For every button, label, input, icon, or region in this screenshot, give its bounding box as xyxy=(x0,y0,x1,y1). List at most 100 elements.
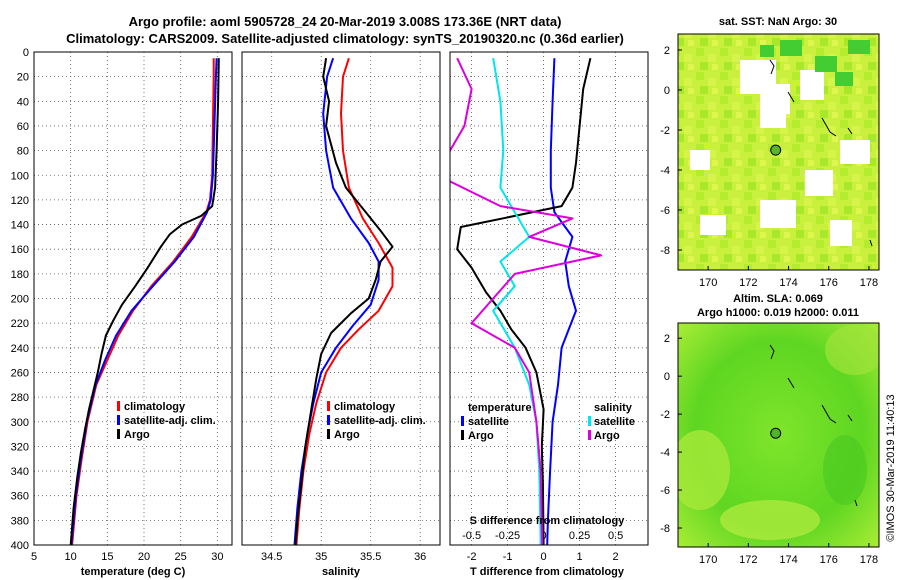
map-y-tick-label: -8 xyxy=(660,523,670,535)
map-x-tick-label: 172 xyxy=(739,277,757,289)
x-tick-label: 0 xyxy=(541,551,547,563)
salinity-axis-label: salinity xyxy=(322,566,361,578)
depth-tick-label: 200 xyxy=(11,294,29,306)
series-line-t-satellite xyxy=(546,58,577,545)
series-line-argo xyxy=(294,58,394,545)
sla-map-ticks: 170 172 174 176 178 2 0 -2 -4 -6 -8 xyxy=(660,333,878,566)
s-difference-tick-label: 0.25 xyxy=(569,530,590,542)
legend-label-t-argo: Argo xyxy=(468,430,494,442)
x-tick-label: 35 xyxy=(315,551,327,563)
map-x-tick-label: 176 xyxy=(820,554,838,566)
series-group xyxy=(293,57,394,545)
sst-argo-marker xyxy=(770,144,782,156)
depth-tick-label: 180 xyxy=(11,269,29,281)
depth-tick-label: 140 xyxy=(11,220,29,232)
series-line-climatology xyxy=(71,58,215,545)
depth-tick-label: 240 xyxy=(11,343,29,355)
map-x-tick-label: 172 xyxy=(739,554,757,566)
x-tick-label: 1 xyxy=(577,551,583,563)
s-difference-tick-label: 0.5 xyxy=(608,530,623,542)
map-x-tick-label: 174 xyxy=(779,554,797,566)
credit-text: ©IMOS 30-Mar-2019 11:40:13 xyxy=(885,394,897,541)
series-group xyxy=(69,58,220,545)
salinity-panel: 34.5 35 35.5 36 xyxy=(241,51,441,563)
legend-label-argo: Argo xyxy=(124,429,150,441)
legend-label-climatology: climatology xyxy=(334,401,396,413)
depth-tick-label: 340 xyxy=(11,466,29,478)
x-tick-label: 10 xyxy=(65,551,77,563)
x-tick-label: 34.5 xyxy=(261,551,282,563)
figure-title-line1: Argo profile: aoml 5905728_24 20-Mar-201… xyxy=(129,14,562,29)
legend-label-satellite: satellite-adj. clim. xyxy=(334,415,426,427)
map-y-tick-label: 0 xyxy=(664,371,670,383)
x-tick-label: 20 xyxy=(138,551,150,563)
difference-panel: -2 -1 0 1 2-0.5 -0.25 0 0.25 0.5 xyxy=(449,51,649,563)
x-tick-label: 15 xyxy=(101,551,113,563)
sla-map-title: Altim. SLA: 0.069 xyxy=(733,293,823,305)
salinity-legend: climatology satellite-adj. clim. Argo xyxy=(327,401,426,441)
map-x-tick-label: 170 xyxy=(699,277,717,289)
map-x-tick-label: 176 xyxy=(820,277,838,289)
temperature-panel: 0 20 40 60 80 100 120 140 160 180 200 220 240 260 280 3… xyxy=(11,47,233,563)
depth-tick-label: 20 xyxy=(17,72,29,84)
depth-tick-label: 260 xyxy=(11,367,29,379)
legend-swatch-climatology xyxy=(327,401,330,411)
sla-map-frame xyxy=(677,322,880,548)
legend-swatch-satellite xyxy=(327,415,330,425)
series-line-satellite-adj-clim- xyxy=(70,58,218,545)
t-difference-axis-label: T difference from climatology xyxy=(470,566,625,578)
legend-title-temperature: temperature xyxy=(468,402,532,414)
map-x-tick-label: 174 xyxy=(779,277,797,289)
sla-high-anomaly-south xyxy=(720,500,820,540)
depth-tick-label: 100 xyxy=(11,170,29,182)
temperature-legend: climatology satellite-adj. clim. Argo xyxy=(117,401,216,441)
map-y-tick-label: 2 xyxy=(664,333,670,345)
series-line-s-satellite xyxy=(492,58,542,545)
map-y-tick-label: -2 xyxy=(660,409,670,421)
legend-label-s-satellite: satellite xyxy=(594,416,635,428)
x-tick-label: 25 xyxy=(175,551,187,563)
legend-swatch-satellite xyxy=(117,415,120,425)
sla-low-anomaly xyxy=(823,435,867,505)
map-y-tick-label: 2 xyxy=(664,45,670,57)
map-x-tick-label: 178 xyxy=(860,277,878,289)
sla-high-anomaly-north xyxy=(825,325,879,375)
map-y-tick-label: -8 xyxy=(660,245,670,257)
sst-coastline xyxy=(769,59,873,247)
map-y-tick-label: -4 xyxy=(660,165,670,177)
figure-title-line2: Climatology: CARS2009. Satellite-adjuste… xyxy=(66,31,624,46)
legend-title-salinity: salinity xyxy=(594,402,633,414)
map-y-tick-label: -6 xyxy=(660,485,670,497)
sla-argo-marker xyxy=(770,427,782,439)
x-tick-label: 2 xyxy=(613,551,619,563)
legend-swatch-t-satellite xyxy=(461,416,464,426)
map-y-tick-label: -4 xyxy=(660,447,670,459)
legend-swatch-t-argo xyxy=(461,430,464,440)
map-x-tick-label: 170 xyxy=(699,554,717,566)
sst-map-frame xyxy=(677,33,880,271)
legend-swatch-argo xyxy=(327,429,330,439)
depth-tick-label: 320 xyxy=(11,441,29,453)
s-difference-axis-label: S difference from climatology xyxy=(470,515,626,527)
difference-legend: temperature salinity satellite Argo sate… xyxy=(461,402,635,442)
series-line-s-argo xyxy=(450,57,603,545)
legend-swatch-argo xyxy=(117,429,120,439)
sst-missing-data xyxy=(690,60,870,246)
map-y-tick-label: -6 xyxy=(660,205,670,217)
x-tick-label: 36 xyxy=(414,551,426,563)
map-y-tick-label: -2 xyxy=(660,125,670,137)
legend-swatch-s-argo xyxy=(588,430,591,440)
legend-label-t-satellite: satellite xyxy=(468,416,509,428)
sst-map-ticks: 170 172 174 176 178 2 0 -2 -4 -6 -8 xyxy=(660,45,878,289)
depth-tick-label: 40 xyxy=(17,96,29,108)
depth-tick-label: 160 xyxy=(11,244,29,256)
x-tick-label: 35.5 xyxy=(360,551,381,563)
s-difference-tick-label: -0.5 xyxy=(462,530,481,542)
depth-tick-label: 60 xyxy=(17,121,29,133)
x-tick-label: -2 xyxy=(467,551,477,563)
x-tick-label: 5 xyxy=(31,551,37,563)
sla-high-anomaly-west xyxy=(678,430,730,510)
x-tick-label: 30 xyxy=(211,551,223,563)
